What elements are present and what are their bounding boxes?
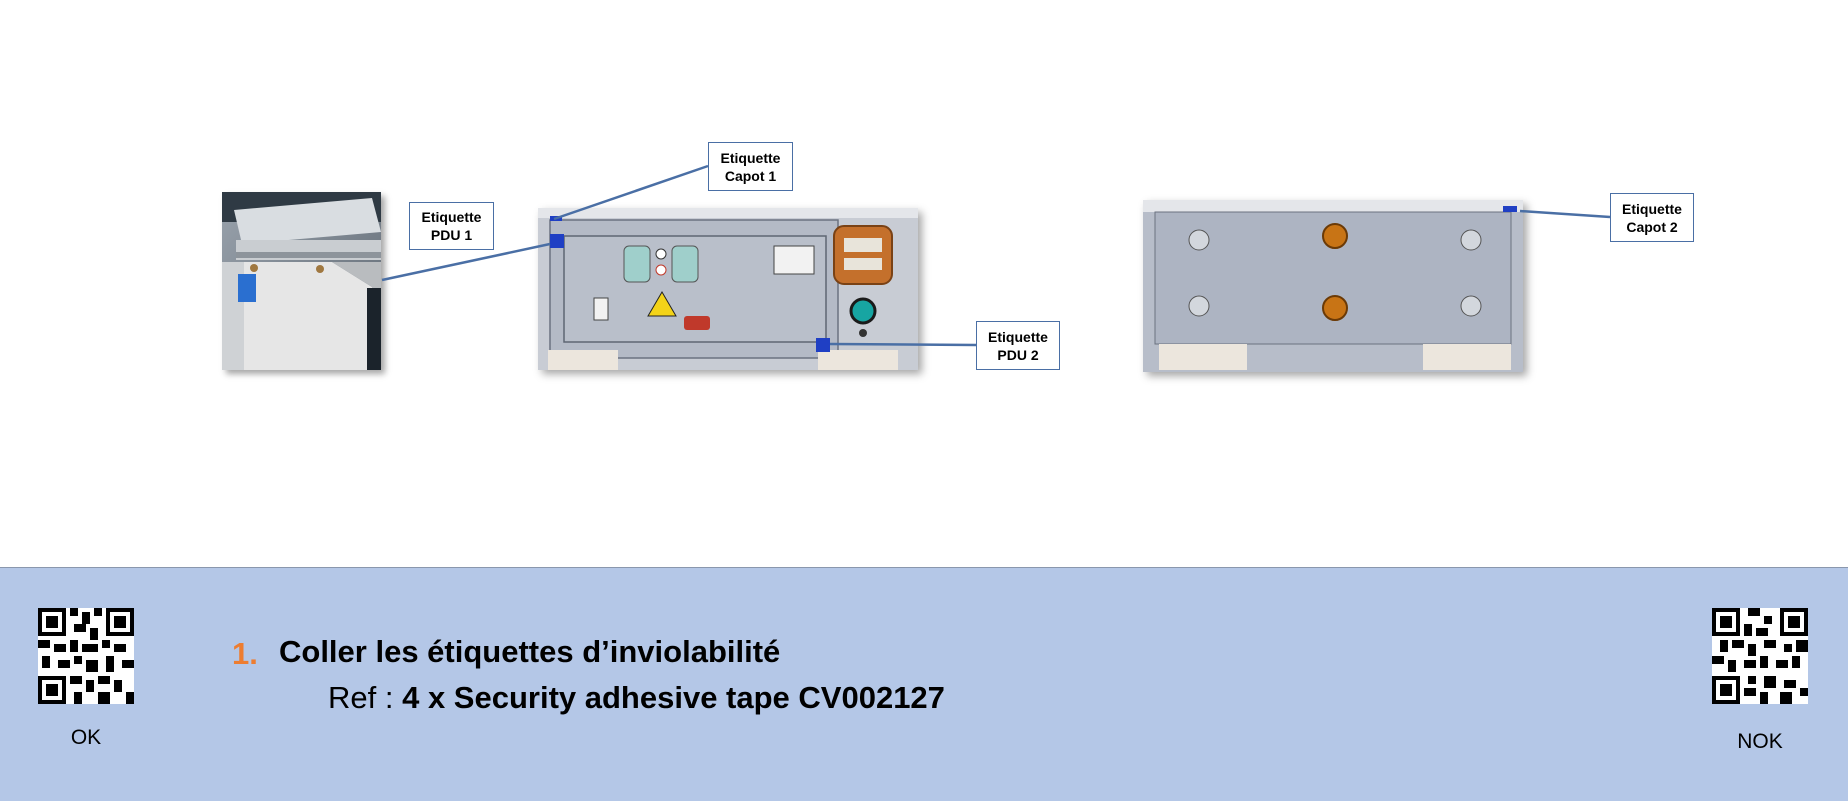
- callout-capot-2-line1: Etiquette: [1622, 200, 1682, 217]
- callout-capot-2-line2: Capot 2: [1626, 218, 1678, 235]
- step-title: Coller les étiquettes d’inviolabilité: [279, 634, 781, 669]
- callout-pdu-2: Etiquette PDU 2: [976, 321, 1060, 370]
- nok-label: NOK: [1737, 730, 1783, 753]
- callout-pdu-1: Etiquette PDU 1: [409, 202, 494, 250]
- step-reference-value: 4 x Security adhesive tape CV002127: [402, 680, 945, 715]
- line-pdu2: [829, 342, 977, 347]
- ok-label: OK: [70, 726, 102, 749]
- step-number: 1.: [232, 636, 258, 671]
- step-reference: Ref : 4 x Security adhesive tape CV00212…: [328, 680, 945, 716]
- ok-qr-code[interactable]: [38, 608, 134, 704]
- line-capot1: [553, 164, 709, 221]
- pdu-back-view: [1143, 200, 1523, 372]
- callout-pdu-2-line2: PDU 2: [997, 346, 1039, 363]
- callout-capot-1: Etiquette Capot 1: [708, 142, 793, 191]
- callout-pdu-1-line1: Etiquette: [421, 209, 482, 225]
- line-pdu1: [381, 242, 551, 282]
- callout-capot-2: Etiquette Capot 2: [1610, 193, 1694, 242]
- callout-capot-1-line2: Capot 1: [724, 167, 777, 184]
- pdu-photo: [222, 192, 381, 370]
- callout-lines: [381, 164, 1611, 347]
- step-reference-prefix: Ref :: [328, 680, 403, 715]
- callout-pdu-1-line2: PDU 1: [430, 227, 473, 243]
- instruction-footer: [0, 567, 1848, 801]
- line-capot2: [1519, 209, 1611, 219]
- callout-pdu-2-line1: Etiquette: [988, 328, 1048, 345]
- callout-capot-1-line1: Etiquette: [720, 149, 781, 166]
- nok-qr-code[interactable]: [1712, 608, 1808, 704]
